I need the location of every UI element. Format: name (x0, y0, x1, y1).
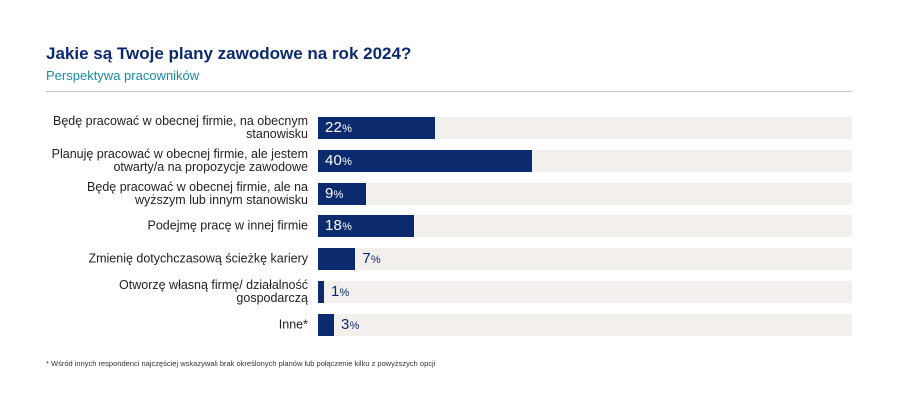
bar (318, 215, 415, 238)
value-label: 18% (325, 215, 352, 237)
chart-subtitle: Perspektywa pracowników (46, 68, 200, 83)
bar-track: 1% (318, 281, 852, 303)
bar-row: Zmienię dotychczasową ścieżkę kariery 7% (0, 248, 900, 271)
bar-row: Inne* 3% (0, 313, 900, 336)
chart-title: Jakie są Twoje plany zawodowe na rok 202… (46, 44, 412, 63)
value-number: 9 (325, 184, 334, 202)
value-unit: % (370, 254, 381, 267)
bar (318, 117, 436, 139)
value-label: 1% (331, 281, 350, 303)
bar-row: Otworzę własną firmę/ działalność gospod… (0, 278, 900, 305)
bar (318, 248, 356, 271)
value-number: 40 (325, 151, 343, 169)
value-unit: % (342, 221, 353, 234)
value-unit: % (342, 123, 353, 135)
category-label: Otworzę własną firmę/ działalność gospod… (119, 278, 308, 305)
bar (318, 281, 324, 303)
category-label: Będę pracować w obecnej firmie, na obecn… (53, 114, 308, 141)
bar-track: 3% (318, 313, 852, 336)
bar-row: Planuję pracować w obecnej firmie, ale j… (0, 146, 900, 174)
footnote: * Wśród innych respondenci najczęściej w… (46, 359, 436, 368)
bar (318, 182, 367, 205)
value-label: 7% (362, 248, 381, 270)
value-label: 9% (325, 183, 344, 205)
value-number: 22 (325, 119, 343, 136)
value-label: 40% (325, 150, 352, 172)
value-label: 22% (325, 117, 352, 139)
bar-row: Będę pracować w obecnej firmie, na obecn… (0, 114, 900, 141)
value-number: 7 (362, 250, 371, 268)
value-number: 18 (325, 217, 343, 235)
value-number: 3 (341, 315, 350, 333)
category-label: Będę pracować w obecnej firmie, ale na w… (87, 179, 308, 207)
bar-track: 9% (318, 182, 852, 205)
category-label: Zmienię dotychczasową ścieżkę kariery (88, 251, 308, 266)
value-unit: % (342, 155, 353, 168)
value-unit: % (333, 188, 344, 201)
bar-row: Będę pracować w obecnej firmie, ale na w… (0, 179, 900, 207)
bar-track: 22% (318, 117, 852, 139)
bar (318, 313, 335, 336)
bar (318, 149, 532, 172)
bar-row: Podejmę pracę w innej firmie 18% (0, 215, 900, 238)
category-label: Inne* (278, 317, 308, 332)
value-number: 1 (331, 283, 340, 300)
header-divider (46, 91, 852, 92)
bar-track: 40% (318, 149, 852, 172)
category-label: Planuję pracować w obecnej firmie, ale j… (51, 146, 308, 174)
value-unit: % (339, 287, 350, 299)
category-label: Podejmę pracę w innej firmie (147, 218, 309, 233)
value-label: 3% (341, 314, 360, 336)
bar-track: 18% (318, 215, 852, 238)
value-unit: % (349, 319, 360, 332)
bar-track: 7% (318, 248, 852, 271)
